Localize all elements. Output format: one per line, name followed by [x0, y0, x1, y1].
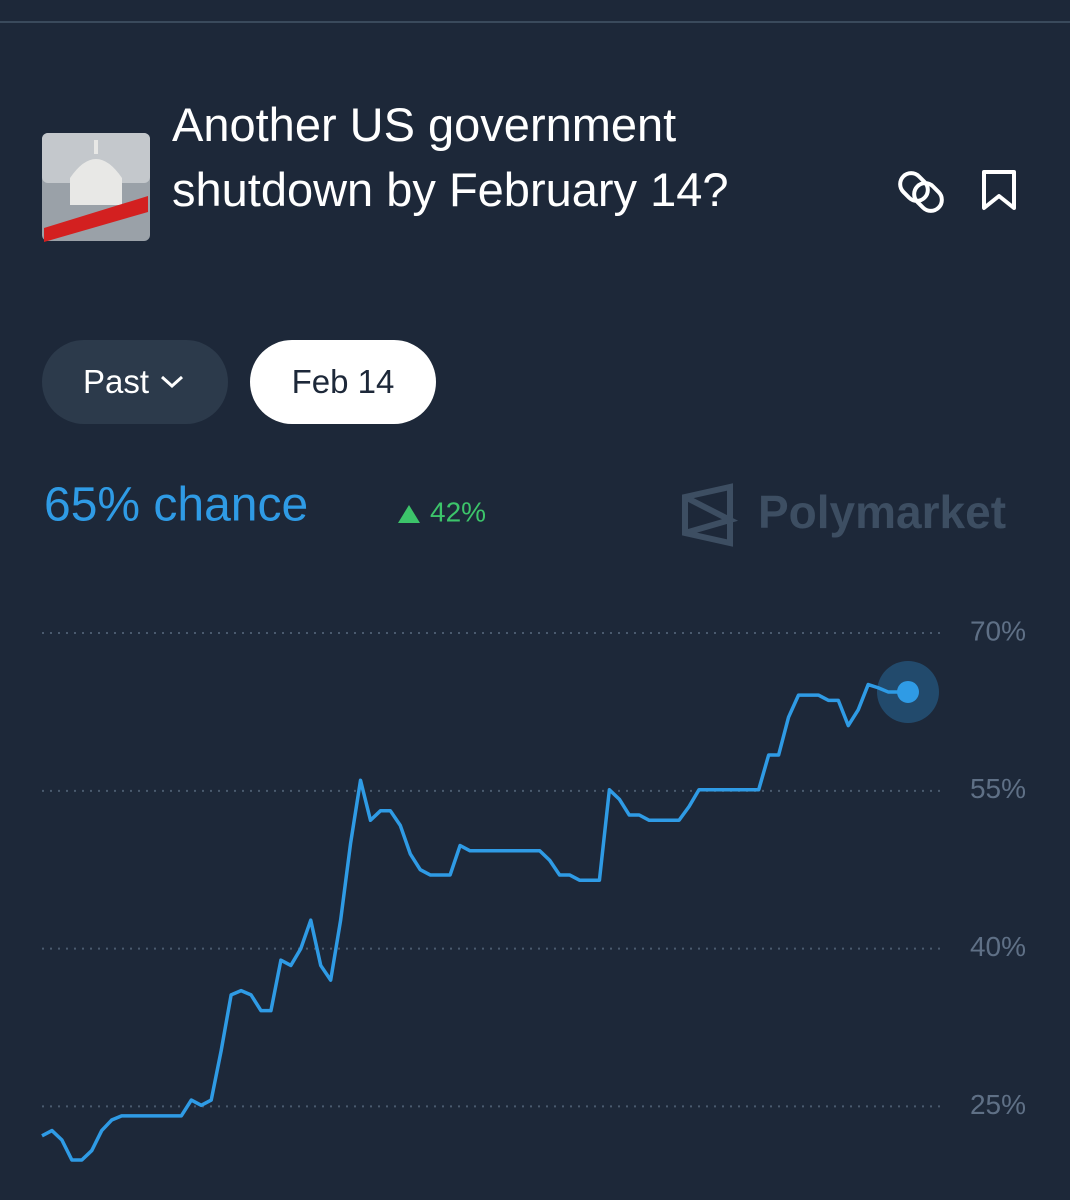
end-dot [897, 680, 919, 703]
brand-logo [682, 483, 739, 547]
headline: 65% chance [44, 479, 308, 532]
filter-date[interactable]: Feb 14 [250, 340, 436, 424]
up-arrow [398, 505, 420, 523]
y-tick-label: 70% [970, 615, 1026, 646]
y-tick-label: 55% [970, 773, 1026, 804]
link-icon[interactable] [896, 169, 947, 216]
filter-label: Past [82, 363, 150, 400]
market-title: Another US government shutdown by Februa… [172, 98, 729, 216]
brand-name: Polymarket [758, 486, 1006, 538]
bookmark-icon[interactable] [982, 170, 1016, 210]
y-tick-label: 25% [970, 1089, 1026, 1120]
price-line [41, 682, 908, 1162]
chevron [161, 375, 184, 389]
y-tick-label: 40% [970, 931, 1026, 962]
market-icon [42, 133, 150, 242]
filter-past[interactable]: Past [42, 340, 228, 424]
filter-label: Feb 14 [291, 363, 395, 400]
change: 42% [430, 496, 486, 527]
